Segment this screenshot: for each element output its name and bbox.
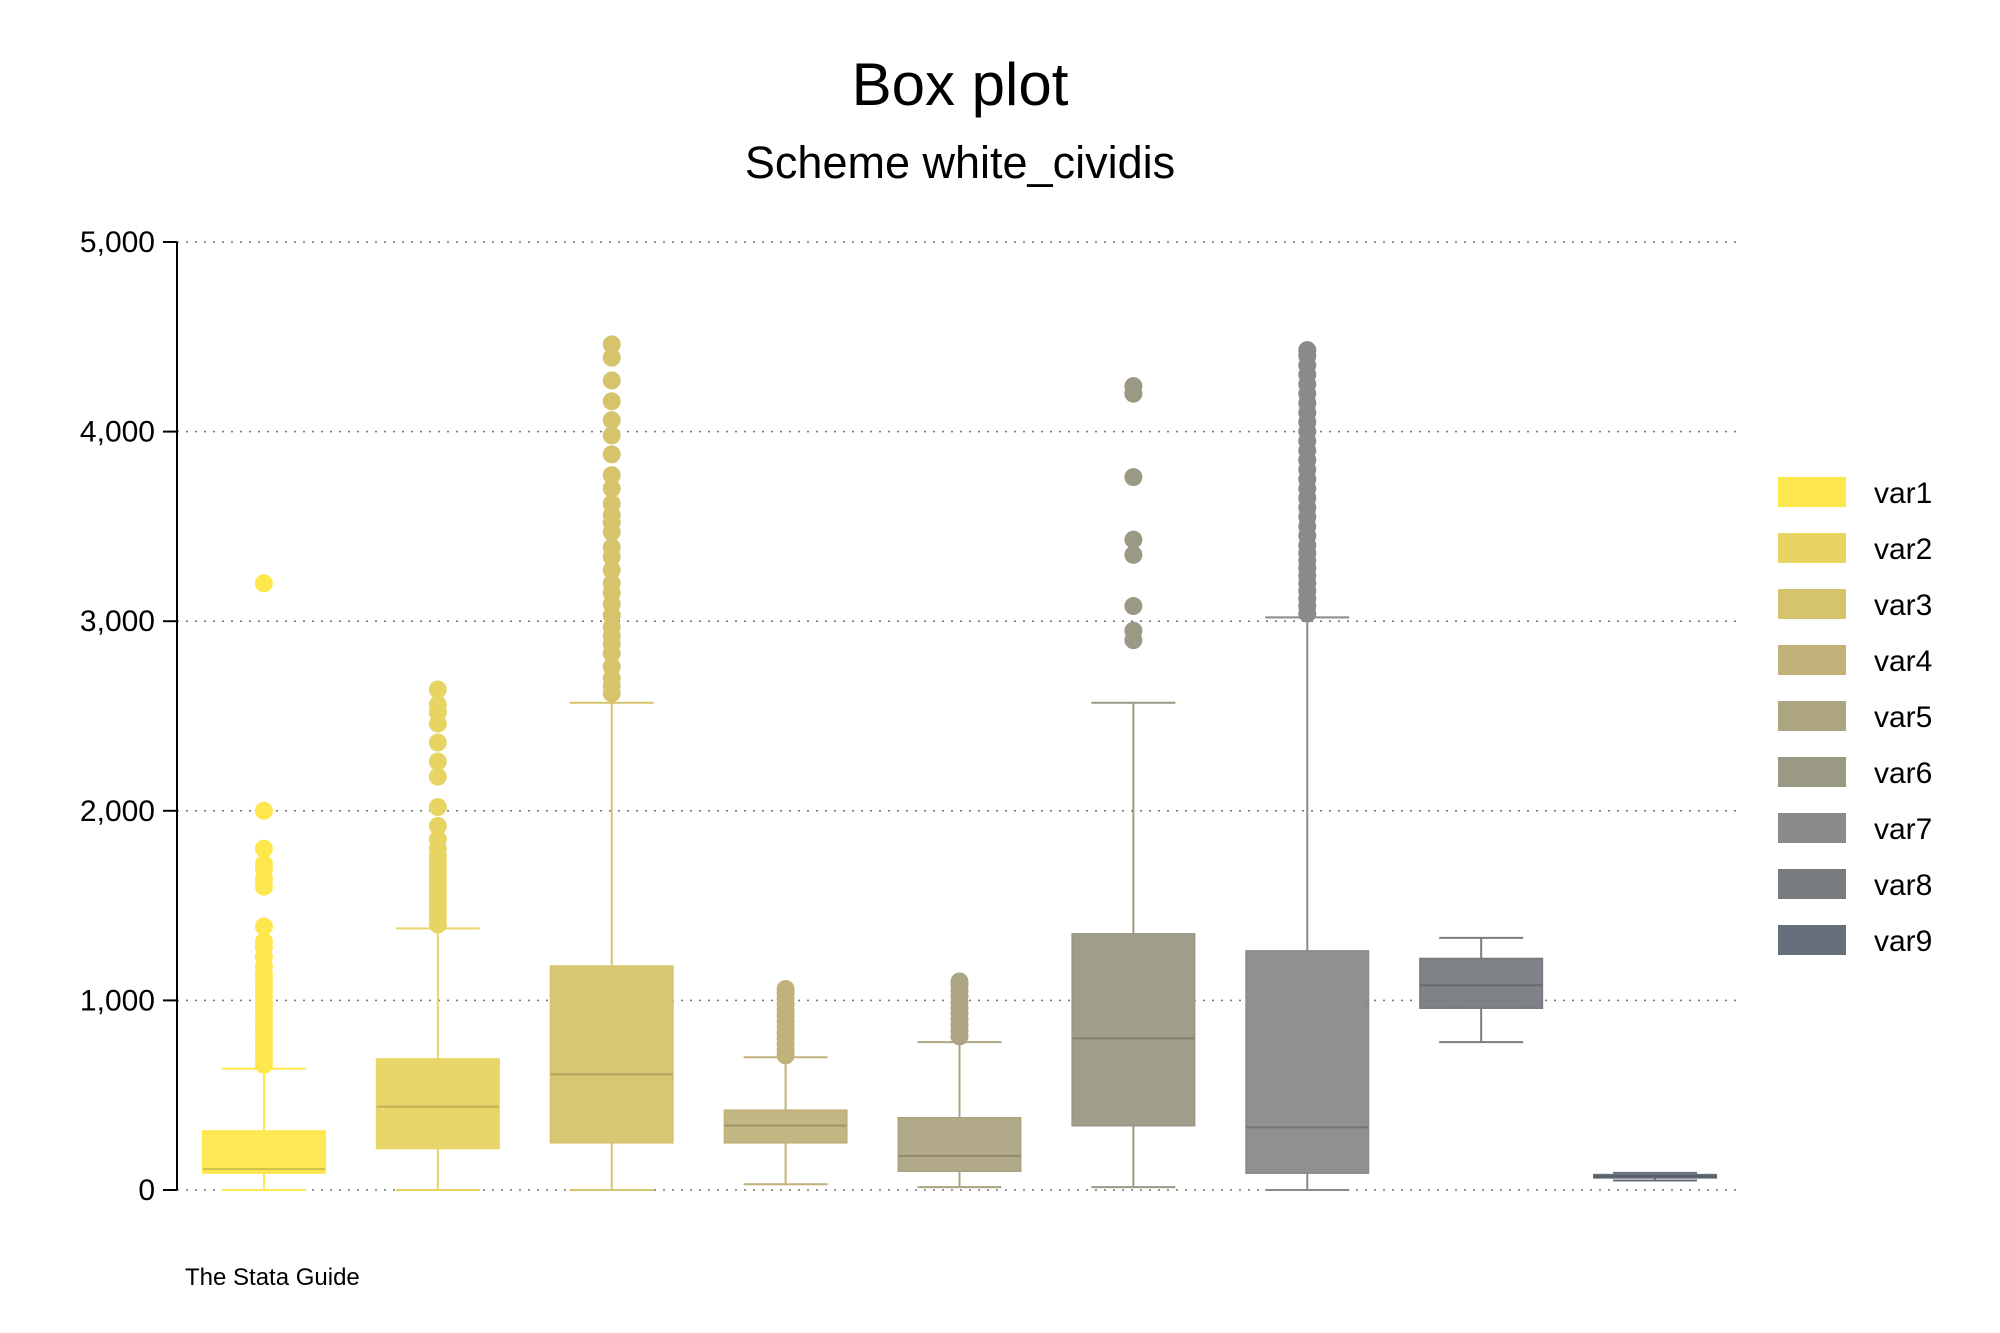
outlier-point [602,335,621,354]
outlier-point [602,657,621,676]
outlier-point [428,695,447,714]
outlier-point [950,972,969,991]
outlier-point [602,466,621,485]
outlier-point [428,816,447,835]
box-iqr [897,1116,1022,1173]
outlier-point [602,426,621,445]
legend-label-var3: var3 [1874,589,1932,622]
outlier-point [1298,341,1317,360]
outlier-point [254,574,273,593]
outlier-point [602,445,621,464]
outlier-point [428,733,447,752]
y-tick-label: 1,000 [80,984,155,1017]
outlier-point [602,538,621,557]
box-iqr [549,965,674,1144]
legend-swatch-var1 [1778,477,1846,507]
outlier-point [602,392,621,411]
outlier-point [254,801,273,820]
box-var3 [549,335,674,1191]
outlier-point [1124,545,1143,564]
legend-swatch-var3 [1778,589,1846,619]
outlier-point [1124,597,1143,616]
outlier-point [1124,621,1143,640]
y-tick-label: 3,000 [80,605,155,638]
legend-label-var5: var5 [1874,701,1932,734]
box-var6 [1071,377,1196,1189]
legend-label-var4: var4 [1874,645,1932,678]
legend-swatch-var2 [1778,533,1846,563]
outlier-point [428,830,447,849]
outlier-point [602,371,621,390]
box-var8 [1419,936,1544,1044]
box-var5 [897,972,1022,1189]
outlier-point [602,574,621,593]
outlier-point [1124,468,1143,487]
outlier-point [602,348,621,367]
outlier-point [254,917,273,936]
outlier-point [254,854,273,873]
y-tick-label: 5,000 [80,226,155,259]
legend-swatch-var9 [1778,925,1846,955]
legend-label-var6: var6 [1874,757,1932,790]
legend-swatch-var4 [1778,645,1846,675]
chart-subtitle: Scheme white_cividis [745,137,1175,188]
box-iqr [201,1130,326,1174]
chart-note: The Stata Guide [185,1264,360,1291]
legend: var1 var2 var3 var4 var5 var6 var7 var8 var9 [1778,477,1932,958]
box-iqr [375,1058,500,1150]
outlier-point [428,680,447,699]
legend-swatch-var7 [1778,813,1846,843]
box-iqr [1245,950,1370,1174]
outlier-point [776,980,795,999]
outlier-point [428,798,447,817]
y-axis: 0 1,000 2,000 3,000 4,000 5,000 [80,226,178,1207]
box-var2 [375,680,500,1191]
outlier-point [428,767,447,786]
boxes [201,335,1718,1191]
y-tick-label: 4,000 [80,416,155,449]
outlier-point [602,411,621,430]
outlier-point [602,494,621,513]
legend-label-var2: var2 [1874,533,1932,566]
legend-swatch-var5 [1778,701,1846,731]
box-iqr [723,1109,848,1144]
box-iqr [1419,957,1544,1009]
outlier-point [602,479,621,498]
y-tick-label: 2,000 [80,795,155,828]
chart-title: Box plot [852,51,1069,118]
box-iqr [1071,933,1196,1127]
box-var7 [1245,341,1370,1191]
outlier-point [428,752,447,771]
box-var9 [1593,1171,1718,1182]
outlier-point [1124,530,1143,549]
box-var4 [723,980,848,1186]
legend-label-var7: var7 [1874,813,1932,846]
outlier-point [254,932,273,951]
legend-label-var8: var8 [1874,869,1932,902]
legend-swatch-var6 [1778,757,1846,787]
box-var1 [201,574,326,1191]
box-iqr [1593,1173,1718,1179]
legend-label-var9: var9 [1874,925,1932,958]
outlier-point [254,839,273,858]
legend-swatch-var8 [1778,869,1846,899]
y-tick-label: 0 [138,1174,155,1207]
outlier-point [602,561,621,580]
outlier-point [1124,377,1143,396]
legend-label-var1: var1 [1874,477,1932,510]
